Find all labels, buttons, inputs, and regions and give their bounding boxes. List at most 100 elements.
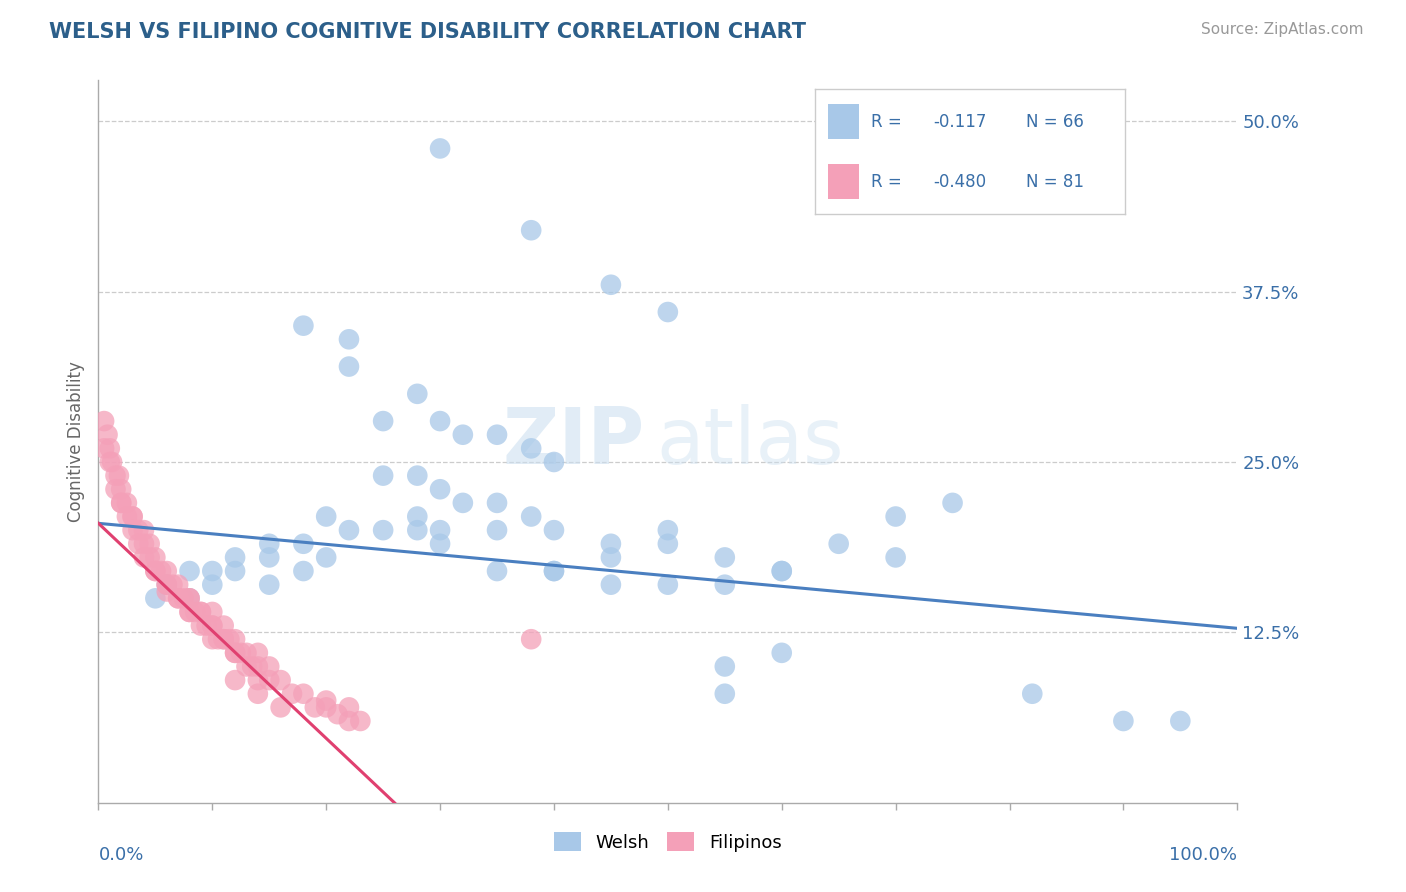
Point	[337, 700, 360, 714]
Text: WELSH VS FILIPINO COGNITIVE DISABILITY CORRELATION CHART: WELSH VS FILIPINO COGNITIVE DISABILITY C…	[49, 22, 806, 42]
Point	[451, 427, 474, 442]
Point	[259, 577, 281, 591]
Point	[145, 550, 167, 565]
Y-axis label: Cognitive Disability: Cognitive Disability	[66, 361, 84, 522]
Point	[657, 577, 679, 591]
Point	[235, 646, 257, 660]
Point	[110, 496, 132, 510]
Point	[304, 700, 326, 714]
Point	[150, 564, 173, 578]
Point	[543, 564, 565, 578]
Point	[240, 659, 263, 673]
Point	[195, 618, 218, 632]
Point	[337, 714, 360, 728]
Bar	[828, 164, 859, 199]
Point	[349, 714, 371, 728]
Point	[942, 496, 965, 510]
Point	[1021, 687, 1043, 701]
Point	[326, 707, 349, 722]
Point	[145, 564, 167, 578]
Point	[138, 550, 160, 565]
Point	[315, 700, 337, 714]
Bar	[828, 104, 859, 139]
Point	[520, 509, 543, 524]
Point	[259, 673, 281, 687]
Point	[520, 223, 543, 237]
Point	[224, 646, 246, 660]
Point	[156, 577, 179, 591]
Text: -0.117: -0.117	[934, 112, 987, 130]
Point	[429, 523, 451, 537]
Point	[229, 646, 252, 660]
Point	[132, 550, 155, 565]
Point	[292, 537, 315, 551]
Point	[337, 332, 360, 346]
Point	[600, 550, 623, 565]
Point	[201, 618, 224, 632]
Point	[406, 523, 429, 537]
Point	[543, 455, 565, 469]
Point	[132, 523, 155, 537]
Point	[371, 414, 394, 428]
Point	[201, 605, 224, 619]
Point	[156, 577, 179, 591]
Point	[93, 414, 115, 428]
Point	[371, 523, 394, 537]
Point	[212, 632, 235, 647]
Point	[110, 482, 132, 496]
Point	[543, 564, 565, 578]
Point	[600, 537, 623, 551]
Point	[156, 584, 179, 599]
Text: R =: R =	[872, 112, 901, 130]
Point	[179, 591, 201, 606]
Point	[98, 455, 121, 469]
Point	[98, 442, 121, 456]
Text: Source: ZipAtlas.com: Source: ZipAtlas.com	[1201, 22, 1364, 37]
Point	[884, 509, 907, 524]
Point	[224, 564, 246, 578]
Point	[337, 523, 360, 537]
Point	[167, 591, 190, 606]
Point	[184, 605, 207, 619]
Point	[406, 387, 429, 401]
Point	[486, 496, 509, 510]
Text: R =: R =	[872, 173, 901, 191]
Point	[121, 509, 143, 524]
Point	[337, 359, 360, 374]
Point	[132, 537, 155, 551]
Point	[179, 605, 201, 619]
Point	[121, 523, 143, 537]
Point	[600, 277, 623, 292]
Point	[190, 605, 212, 619]
Point	[714, 550, 737, 565]
Point	[121, 509, 143, 524]
Point	[145, 591, 167, 606]
Point	[173, 591, 195, 606]
Point	[486, 427, 509, 442]
Point	[600, 577, 623, 591]
Point	[259, 550, 281, 565]
Point	[145, 564, 167, 578]
Point	[167, 591, 190, 606]
Point	[371, 468, 394, 483]
Point	[224, 550, 246, 565]
Point	[259, 659, 281, 673]
Point	[162, 577, 184, 591]
Point	[224, 646, 246, 660]
Point	[212, 632, 235, 647]
Point	[486, 523, 509, 537]
Point	[429, 414, 451, 428]
Point	[104, 468, 127, 483]
Point	[138, 537, 160, 551]
Point	[270, 673, 292, 687]
Point	[315, 693, 337, 707]
Point	[1112, 714, 1135, 728]
Text: 100.0%: 100.0%	[1170, 847, 1237, 864]
Point	[101, 455, 124, 469]
Point	[315, 509, 337, 524]
Point	[156, 577, 179, 591]
Point	[246, 646, 269, 660]
Point	[657, 305, 679, 319]
Point	[270, 700, 292, 714]
Point	[292, 564, 315, 578]
